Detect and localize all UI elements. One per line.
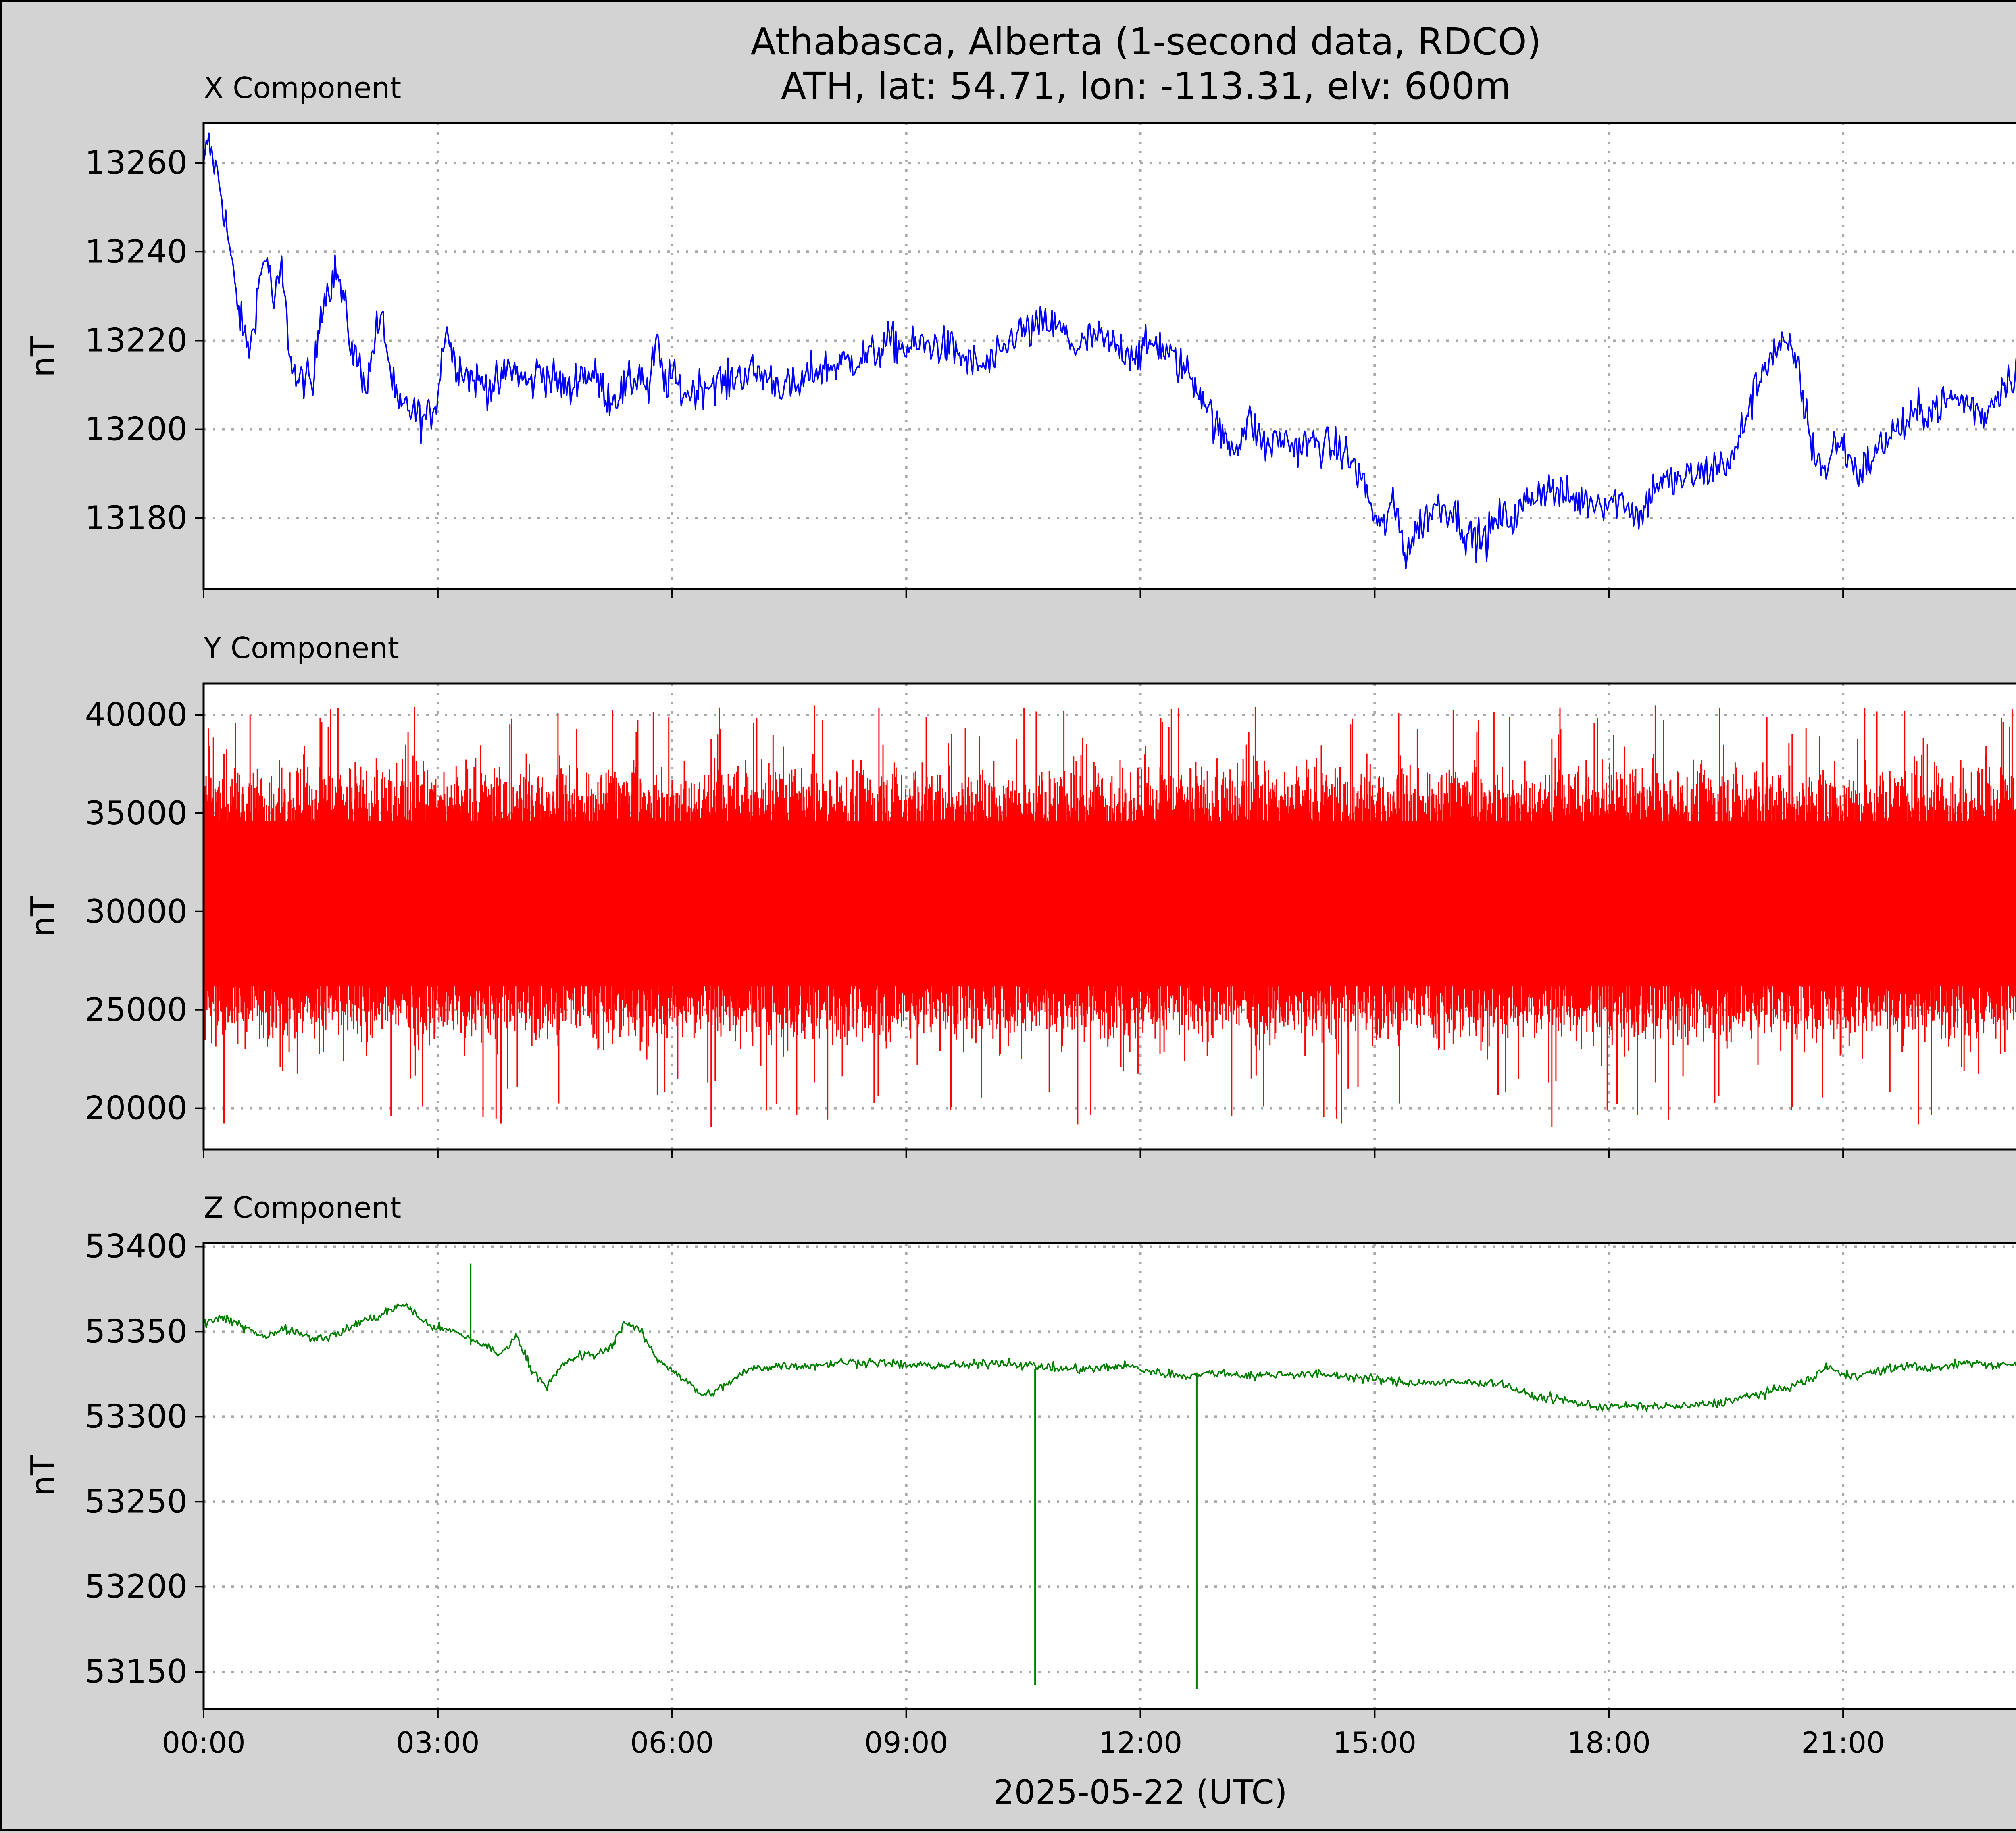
z-component-plot-area [204,1243,2016,1709]
y-component-title: Y Component [203,631,399,665]
z-component-y-ticks: 53150 53200 53250 53300 53350 53400 [85,1227,204,1690]
x-tick-label: 00:00 [162,1726,246,1760]
x-component-title: X Component [204,71,401,105]
x-component-y-ticks: 13180 13200 13220 13240 13260 [85,144,204,537]
x-component-frame [202,122,2016,590]
x-tick-label: 06:00 [630,1726,714,1760]
x-component-plot-area [204,123,2016,589]
x-component-y-tick-label: 13180 [85,499,188,537]
y-component-series [204,705,2016,1127]
x-tick-label: 21:00 [1801,1726,1885,1760]
chart-title: Athabasca, Alberta (1-second data, RDCO) [750,20,1541,63]
x-component-y-tick-label: 13220 [85,321,188,359]
z-component-panel: Z Component nT 53150 53200 53250 53300 53350… [24,1191,2016,1760]
x-component-x-ticks [203,589,1844,598]
y-component-band-trace [204,705,2016,1127]
z-component-y-tick-label: 53150 [85,1653,188,1690]
y-component-ylabel: nT [24,896,62,937]
x-tick-label: 18:00 [1567,1726,1651,1760]
x-tick-label: 03:00 [396,1726,480,1760]
z-component-series [204,1263,2016,1689]
z-component-y-tick-label: 53400 [85,1227,188,1265]
x-component-y-tick-label: 13200 [85,410,188,448]
x-component-y-tick-label: 13260 [85,144,188,181]
x-component-series [204,132,2016,569]
z-component-y-tick-label: 53200 [85,1568,188,1605]
z-component-x-ticks: 00:00 03:00 06:00 09:00 12:00 15:00 18:00 21:00 [162,1709,1885,1760]
x-axis-label: 2025-05-22 (UTC) [993,1773,1287,1812]
y-component-y-tick-label: 40000 [85,696,188,733]
y-component-panel: Y Component nT 20000 25000 30000 35000 40000 [24,631,2016,1158]
z-component-y-tick-label: 53300 [85,1398,188,1435]
y-component-y-tick-label: 25000 [85,991,188,1029]
x-component-y-tick-label: 13240 [85,233,188,270]
y-component-x-ticks [203,1150,1844,1158]
z-component-line [204,1303,2016,1412]
z-component-ylabel: nT [24,1455,62,1496]
z-component-frame [202,1242,2016,1710]
y-component-y-ticks: 20000 25000 30000 35000 40000 [85,696,204,1127]
x-component-line [204,132,2016,569]
x-tick-label: 15:00 [1333,1726,1417,1760]
y-component-y-tick-label: 20000 [85,1089,188,1127]
x-tick-label: 12:00 [1099,1726,1183,1760]
y-component-y-tick-label: 30000 [85,893,188,930]
z-component-y-tick-label: 53250 [85,1483,188,1520]
z-component-title: Z Component [204,1191,401,1225]
x-tick-label: 09:00 [864,1726,948,1760]
z-component-grid [204,1243,2016,1709]
x-component-ylabel: nT [24,336,62,377]
y-component-frame [202,682,2016,1151]
z-component-y-tick-label: 53350 [85,1312,188,1350]
chart-subtitle: ATH, lat: 54.71, lon: -113.31, elv: 600m [781,65,1511,108]
x-component-panel: X Component nT 13180 13200 13220 13240 13260 [24,71,2016,598]
y-component-y-tick-label: 35000 [85,794,188,832]
